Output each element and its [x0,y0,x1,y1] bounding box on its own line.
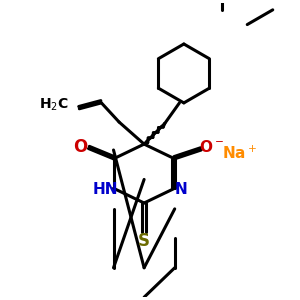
Text: O: O [73,138,87,156]
Text: S: S [138,232,150,250]
Text: HN: HN [92,182,118,197]
Text: H$_2$C: H$_2$C [39,97,69,113]
Text: Na$^+$: Na$^+$ [222,144,257,162]
Text: N: N [175,182,188,197]
Text: O$^-$: O$^-$ [199,139,224,155]
